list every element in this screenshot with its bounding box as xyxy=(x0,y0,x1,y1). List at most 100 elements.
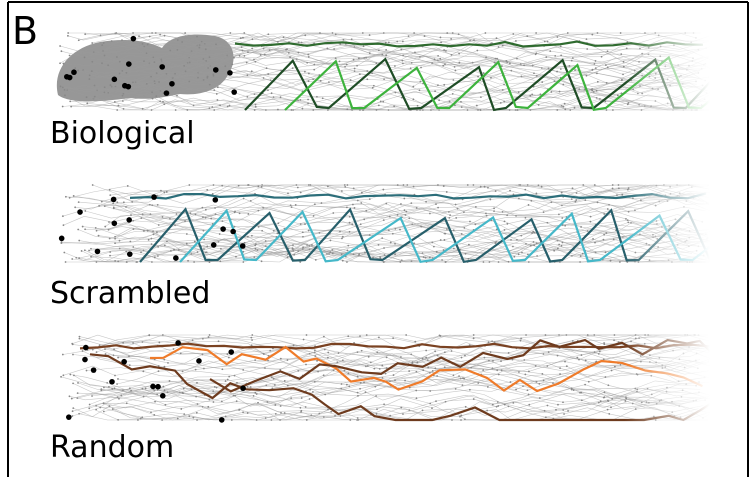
trajectory-point xyxy=(162,101,164,103)
trajectory-point xyxy=(527,184,529,186)
trajectory-point xyxy=(555,409,557,411)
trajectory-point xyxy=(198,47,200,49)
trajectory-point xyxy=(654,32,656,34)
trajectory-point xyxy=(658,34,660,36)
trajectory-point xyxy=(430,109,432,111)
trajectory-point xyxy=(718,242,720,244)
trajectory-point xyxy=(408,217,410,219)
trajectory-point xyxy=(215,43,217,45)
trajectory-point xyxy=(621,79,623,81)
trajectory-point xyxy=(153,233,155,235)
trajectory-point xyxy=(705,63,707,65)
leg-point xyxy=(159,64,165,70)
trajectory-point xyxy=(451,419,453,421)
trajectory-point xyxy=(591,34,593,36)
trajectory-point xyxy=(229,32,231,34)
trajectory-point xyxy=(327,109,329,111)
trajectory-point xyxy=(515,40,517,42)
trajectory-point xyxy=(706,92,708,94)
trajectory-point xyxy=(636,389,638,391)
trajectory-point xyxy=(284,412,286,414)
trajectory-point xyxy=(142,370,144,372)
trajectory-point xyxy=(696,250,698,252)
trajectory-point xyxy=(323,374,325,376)
trajectory-point xyxy=(62,215,64,217)
trajectory-point xyxy=(109,194,111,196)
figure-panel: B Biological Scrambled Random xyxy=(0,0,750,477)
trajectory-point xyxy=(605,252,607,254)
trajectory-point xyxy=(264,54,266,56)
trajectory-point xyxy=(476,105,478,107)
trajectory-point xyxy=(610,406,612,408)
trajectory-point xyxy=(649,259,651,261)
trajectory-point xyxy=(611,370,613,372)
trajectory-point xyxy=(696,109,698,111)
trajectory-point xyxy=(493,207,495,209)
trajectory-point xyxy=(603,397,605,399)
trajectory-point xyxy=(419,89,421,91)
trajectory-point xyxy=(347,372,349,374)
trajectory-point xyxy=(504,229,506,231)
trajectory-point xyxy=(656,238,658,240)
trajectory-point xyxy=(544,41,546,43)
trajectory-point xyxy=(255,248,257,250)
trajectory-point xyxy=(242,50,244,52)
trajectory-point xyxy=(330,411,332,413)
trajectory-point xyxy=(89,404,91,406)
trajectory-point xyxy=(189,62,191,64)
trajectory-point xyxy=(234,211,236,213)
leg-point xyxy=(122,83,128,89)
trajectory-point xyxy=(148,334,150,336)
trajectory-point xyxy=(82,226,84,228)
trajectory-point xyxy=(328,81,330,83)
leg-point xyxy=(155,384,161,390)
trajectory-point xyxy=(127,185,129,187)
trajectory-point xyxy=(680,75,682,77)
trajectory-point xyxy=(559,91,561,93)
trajectory-point xyxy=(367,365,369,367)
trajectory-point xyxy=(246,96,248,98)
trajectory-point xyxy=(111,40,113,42)
trajectory-point xyxy=(267,89,269,91)
trajectory-point xyxy=(106,382,108,384)
trajectory-point xyxy=(213,109,215,111)
trajectory-point xyxy=(226,353,228,355)
trajectory-point xyxy=(702,85,704,87)
trajectory-point xyxy=(116,56,118,58)
trajectory-point xyxy=(706,202,708,204)
trajectory-point xyxy=(312,391,314,393)
trajectory-point xyxy=(251,334,253,336)
trajectory-point xyxy=(455,70,457,72)
trajectory-point xyxy=(109,255,111,257)
trajectory-point xyxy=(308,80,310,82)
trajectory-point xyxy=(508,352,510,354)
trajectory-point xyxy=(197,77,199,79)
trajectory-point xyxy=(64,89,66,91)
trajectory-point xyxy=(437,207,439,209)
trajectory-point xyxy=(149,204,151,206)
trajectory-point xyxy=(208,399,210,401)
trajectory-point xyxy=(655,100,657,102)
trajectory-point xyxy=(482,369,484,371)
trajectory-point xyxy=(649,354,651,356)
trajectory-point xyxy=(117,419,119,421)
trajectory-point xyxy=(486,410,488,412)
trajectory-point xyxy=(153,414,155,416)
trajectory-point xyxy=(678,76,680,78)
trajectory-point xyxy=(103,411,105,413)
trajectory-point xyxy=(455,217,457,219)
trajectory-point xyxy=(233,57,235,59)
trajectory-point xyxy=(122,100,124,102)
trajectory-point xyxy=(132,220,134,222)
trajectory-point xyxy=(451,54,453,56)
trajectory-point xyxy=(257,402,259,404)
trajectory-point xyxy=(710,91,712,93)
trajectory-point xyxy=(675,218,677,220)
trajectory-point xyxy=(524,189,526,191)
trajectory-point xyxy=(620,53,622,55)
trajectory-point xyxy=(373,368,375,370)
trajectory-point xyxy=(132,246,134,248)
trajectory-point xyxy=(593,91,595,93)
trajectory-point xyxy=(661,367,663,369)
trajectory-point xyxy=(401,60,403,62)
